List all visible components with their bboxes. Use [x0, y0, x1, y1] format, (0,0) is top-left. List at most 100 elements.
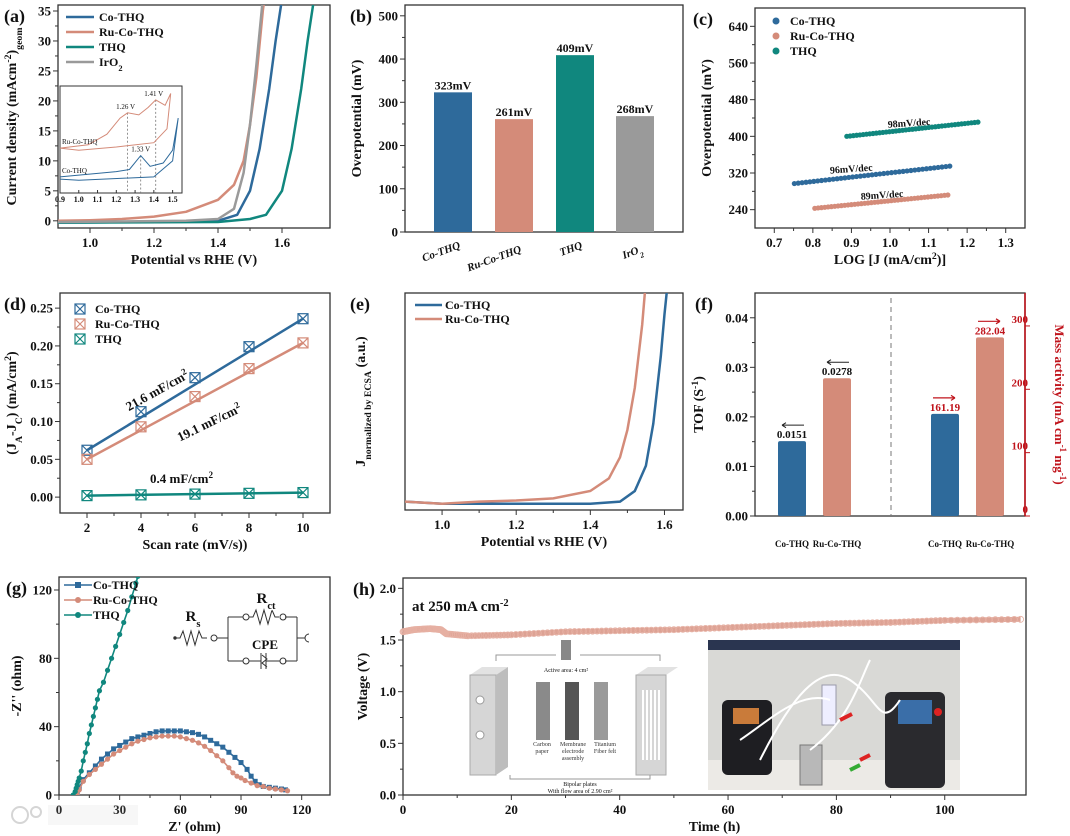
stability-point	[814, 620, 822, 628]
stability-point	[670, 626, 678, 634]
tafel-point-co	[881, 170, 887, 177]
right-y-tick-label: 100	[1012, 441, 1029, 453]
legend-marker	[772, 32, 780, 40]
stability-point	[665, 626, 673, 634]
stability-point	[819, 620, 827, 628]
right-y-axis-label: Mass activity (mA cm-1 mg-1)	[1052, 324, 1068, 484]
data-marker-co	[189, 372, 201, 384]
data-marker-thq-cross	[189, 488, 201, 500]
stability-point	[553, 628, 560, 636]
nyquist-point-ru	[177, 734, 183, 740]
category-label: THQ	[558, 240, 584, 259]
stability-point	[489, 631, 497, 639]
data-marker-thq	[243, 487, 255, 499]
stability-point	[521, 630, 529, 638]
x-tick-label: 1.1	[920, 235, 936, 250]
stability-point	[512, 631, 520, 638]
x-axis-label: Potential vs RHE (V)	[131, 253, 258, 268]
tafel-point-co	[896, 169, 902, 175]
y-tick-label: 480	[729, 92, 749, 107]
x-tick-label: 1.2	[146, 235, 162, 250]
stability-point	[620, 627, 628, 635]
tafel-point-thq	[975, 119, 981, 125]
node-icon	[242, 613, 250, 621]
nyquist-point-co	[153, 729, 159, 735]
nyquist-point-thq	[129, 594, 135, 600]
nyquist-point-ru	[278, 787, 285, 793]
stability-point	[679, 625, 687, 633]
pump-display	[898, 700, 932, 724]
nyquist-point-co	[98, 756, 104, 762]
stability-point	[869, 619, 876, 627]
nyquist-point-ru	[230, 770, 236, 776]
tafel-point-co	[815, 178, 821, 184]
legend-marker-cross	[74, 318, 86, 330]
y-tick-label: 0.5	[380, 736, 397, 751]
left-arrow-icon	[781, 422, 804, 429]
fit-line-co	[86, 317, 304, 452]
stability-point	[1017, 615, 1024, 623]
stability-point	[896, 618, 903, 626]
x-axis-label: Potential vs RHE (V)	[481, 535, 608, 550]
nyquist-point-co	[226, 749, 232, 755]
stability-point	[580, 627, 587, 635]
data-marker-co-cross	[243, 341, 255, 353]
tafel-point-co	[869, 172, 875, 178]
stability-point	[464, 632, 472, 640]
inset-cv-ru	[59, 93, 172, 151]
x-tick-label: 1.0	[82, 235, 98, 250]
legend-label: Ru-Co-THQ	[790, 29, 855, 43]
x-tick-label: 60	[722, 802, 735, 817]
nyquist-point-co	[238, 760, 244, 766]
nyquist-point-ru	[284, 788, 291, 794]
tafel-point-co	[857, 173, 864, 179]
left-arrow-icon	[826, 359, 849, 366]
stability-point	[643, 626, 651, 634]
plot-frame	[57, 4, 331, 229]
watermark-circle	[30, 806, 42, 818]
lsv-curve-iro2	[58, 5, 264, 224]
legend-label: THQ	[790, 44, 817, 58]
tafel-point-co	[912, 167, 918, 173]
current-density-annotation: at 250 mA cm-2	[412, 598, 509, 616]
panel-label: (e)	[350, 294, 370, 315]
stability-point	[801, 621, 809, 629]
stability-point	[887, 619, 894, 626]
legend-label: Co-THQ	[790, 14, 835, 28]
tafel-point-co	[865, 172, 871, 178]
category-label: Co-THQ	[775, 539, 809, 549]
nyquist-curves	[70, 577, 291, 795]
y-tick-label: 0.0	[380, 788, 396, 803]
x-tick-label: 1.3	[998, 235, 1015, 250]
panel-label: (f)	[695, 294, 713, 315]
y-tick-label: 400	[729, 129, 749, 144]
stability-point	[936, 617, 944, 624]
ecsa-curves	[405, 293, 668, 505]
data-marker-co	[243, 341, 255, 353]
tof-bar-co	[778, 441, 806, 516]
legend-label: Co-THQ	[93, 578, 138, 592]
legend-label: Co-THQ	[445, 298, 490, 312]
tof-value-label: 0.0278	[822, 366, 853, 378]
y-axis-label: Current density (mAcm-2)geom	[3, 28, 25, 206]
ecsa-curve-co	[405, 293, 668, 505]
y-tick-label: 30	[38, 33, 51, 48]
nyquist-point-co	[189, 730, 195, 736]
stability-point	[656, 626, 664, 634]
legend-label: THQ	[95, 332, 122, 346]
inset-x-tick-label: 1.0	[74, 195, 84, 204]
node-icon	[279, 613, 287, 621]
nyquist-point-ru	[104, 756, 111, 762]
data-marker-co	[297, 313, 309, 325]
data-marker-ru	[243, 363, 255, 375]
y-tick-label: 0.01	[725, 459, 748, 474]
stability-point	[760, 622, 768, 630]
ecsa-curve-ru	[405, 293, 647, 505]
panel-label: (h)	[353, 579, 375, 600]
stability-point	[756, 622, 764, 630]
tafel-point-co	[853, 173, 860, 180]
y-axis-label: -Z'' (ohm)	[10, 655, 25, 716]
x-axis-label: Scan rate (mV/s))	[143, 538, 248, 553]
x-tick-label: 1.4	[582, 517, 599, 532]
